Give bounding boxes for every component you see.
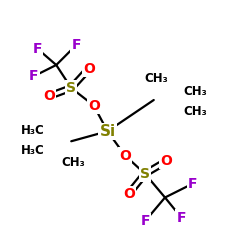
Text: O: O	[88, 98, 100, 112]
Text: O: O	[43, 89, 55, 103]
Text: CH₃: CH₃	[184, 85, 208, 98]
Text: F: F	[72, 38, 81, 52]
Text: CH₃: CH₃	[62, 156, 86, 169]
Text: F: F	[33, 42, 42, 56]
Text: F: F	[140, 214, 150, 228]
Text: O: O	[119, 148, 131, 162]
Text: Si: Si	[100, 124, 116, 139]
Text: O: O	[123, 187, 135, 201]
Text: S: S	[66, 81, 76, 95]
Text: S: S	[140, 167, 150, 181]
Text: H₃C: H₃C	[21, 144, 45, 156]
Text: H₃C: H₃C	[21, 124, 45, 136]
Text: O: O	[83, 62, 95, 76]
Text: CH₃: CH₃	[184, 105, 208, 118]
Text: F: F	[176, 210, 186, 224]
Text: O: O	[160, 154, 172, 168]
Text: F: F	[188, 177, 197, 191]
Text: CH₃: CH₃	[144, 72, 168, 85]
Text: F: F	[29, 69, 38, 83]
